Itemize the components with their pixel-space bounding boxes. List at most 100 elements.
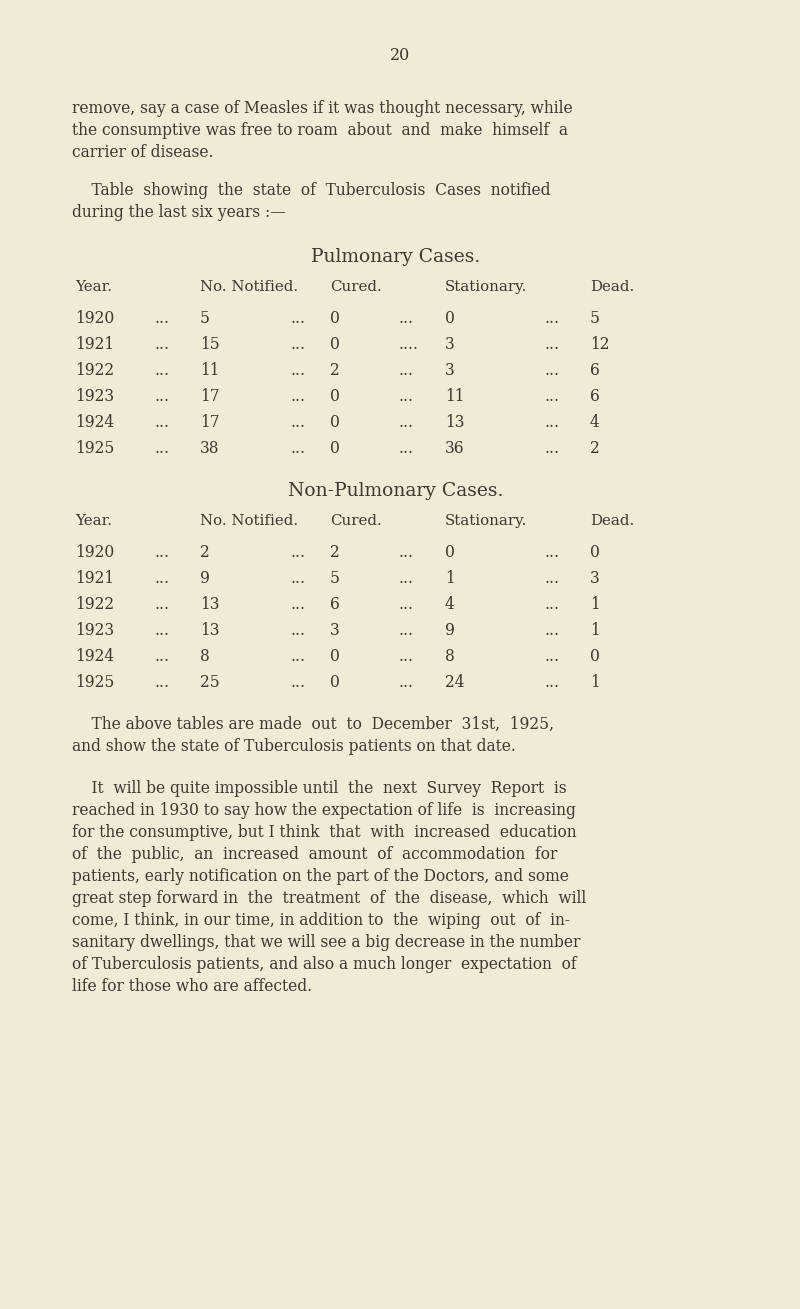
Text: ...: ... [290, 387, 305, 404]
Text: 20: 20 [390, 47, 410, 64]
Text: ...: ... [398, 363, 413, 380]
Text: 9: 9 [200, 569, 210, 586]
Text: 2: 2 [330, 545, 340, 562]
Text: 5: 5 [330, 569, 340, 586]
Text: of Tuberculosis patients, and also a much longer  expectation  of: of Tuberculosis patients, and also a muc… [72, 956, 577, 973]
Text: 1: 1 [590, 674, 600, 691]
Text: 0: 0 [330, 440, 340, 457]
Text: ...: ... [155, 569, 170, 586]
Text: for the consumptive, but I think  that  with  increased  education: for the consumptive, but I think that wi… [72, 823, 577, 840]
Text: 8: 8 [200, 648, 210, 665]
Text: 0: 0 [445, 545, 455, 562]
Text: patients, early notification on the part of the Doctors, and some: patients, early notification on the part… [72, 868, 569, 885]
Text: 6: 6 [590, 387, 600, 404]
Text: ...: ... [398, 569, 413, 586]
Text: ...: ... [398, 387, 413, 404]
Text: ...: ... [545, 336, 560, 353]
Text: 8: 8 [445, 648, 454, 665]
Text: ...: ... [155, 674, 170, 691]
Text: 0: 0 [590, 545, 600, 562]
Text: 1920: 1920 [75, 310, 114, 327]
Text: Non-Pulmonary Cases.: Non-Pulmonary Cases. [288, 482, 504, 500]
Text: ...: ... [155, 596, 170, 613]
Text: remove, say a case of Measles if it was thought necessary, while: remove, say a case of Measles if it was … [72, 99, 573, 117]
Text: ...: ... [545, 648, 560, 665]
Text: ...: ... [398, 414, 413, 431]
Text: Table  showing  the  state  of  Tuberculosis  Cases  notified: Table showing the state of Tuberculosis … [72, 182, 550, 199]
Text: ...: ... [290, 545, 305, 562]
Text: ...: ... [290, 310, 305, 327]
Text: 15: 15 [200, 336, 220, 353]
Text: ...: ... [290, 336, 305, 353]
Text: 4: 4 [445, 596, 454, 613]
Text: ...: ... [545, 414, 560, 431]
Text: ...: ... [155, 310, 170, 327]
Text: Cured.: Cured. [330, 514, 382, 528]
Text: Pulmonary Cases.: Pulmonary Cases. [311, 247, 481, 266]
Text: No. Notified.: No. Notified. [200, 514, 298, 528]
Text: 9: 9 [445, 622, 455, 639]
Text: Dead.: Dead. [590, 280, 634, 295]
Text: No. Notified.: No. Notified. [200, 280, 298, 295]
Text: It  will be quite impossible until  the  next  Survey  Report  is: It will be quite impossible until the ne… [72, 780, 566, 797]
Text: 3: 3 [445, 363, 454, 380]
Text: ...: ... [545, 387, 560, 404]
Text: Year.: Year. [75, 280, 112, 295]
Text: 13: 13 [200, 596, 219, 613]
Text: Stationary.: Stationary. [445, 280, 527, 295]
Text: ...: ... [290, 363, 305, 380]
Text: come, I think, in our time, in addition to  the  wiping  out  of  in-: come, I think, in our time, in addition … [72, 912, 570, 929]
Text: ...: ... [290, 569, 305, 586]
Text: 1924: 1924 [75, 414, 114, 431]
Text: 1923: 1923 [75, 387, 114, 404]
Text: 1: 1 [590, 596, 600, 613]
Text: 11: 11 [445, 387, 465, 404]
Text: ...: ... [155, 414, 170, 431]
Text: 2: 2 [590, 440, 600, 457]
Text: during the last six years :—: during the last six years :— [72, 204, 286, 221]
Text: ...: ... [398, 596, 413, 613]
Text: 1925: 1925 [75, 440, 114, 457]
Text: life for those who are affected.: life for those who are affected. [72, 978, 312, 995]
Text: carrier of disease.: carrier of disease. [72, 144, 214, 161]
Text: 13: 13 [445, 414, 465, 431]
Text: 24: 24 [445, 674, 465, 691]
Text: 25: 25 [200, 674, 220, 691]
Text: 0: 0 [330, 648, 340, 665]
Text: 6: 6 [590, 363, 600, 380]
Text: ...: ... [545, 674, 560, 691]
Text: ...: ... [155, 363, 170, 380]
Text: 1: 1 [445, 569, 454, 586]
Text: ...: ... [290, 440, 305, 457]
Text: ...: ... [545, 363, 560, 380]
Text: 5: 5 [590, 310, 600, 327]
Text: 36: 36 [445, 440, 465, 457]
Text: 1925: 1925 [75, 674, 114, 691]
Text: ...: ... [155, 387, 170, 404]
Text: ...: ... [290, 648, 305, 665]
Text: Stationary.: Stationary. [445, 514, 527, 528]
Text: ...: ... [398, 622, 413, 639]
Text: 1922: 1922 [75, 596, 114, 613]
Text: ...: ... [545, 545, 560, 562]
Text: ...: ... [155, 545, 170, 562]
Text: ....: .... [398, 336, 418, 353]
Text: ...: ... [290, 414, 305, 431]
Text: 3: 3 [330, 622, 340, 639]
Text: Dead.: Dead. [590, 514, 634, 528]
Text: 0: 0 [330, 336, 340, 353]
Text: 11: 11 [200, 363, 219, 380]
Text: 2: 2 [200, 545, 210, 562]
Text: ...: ... [545, 440, 560, 457]
Text: 2: 2 [330, 363, 340, 380]
Text: ...: ... [155, 622, 170, 639]
Text: ...: ... [545, 310, 560, 327]
Text: Year.: Year. [75, 514, 112, 528]
Text: 17: 17 [200, 414, 219, 431]
Text: 1921: 1921 [75, 336, 114, 353]
Text: 0: 0 [445, 310, 455, 327]
Text: ...: ... [155, 336, 170, 353]
Text: ...: ... [290, 596, 305, 613]
Text: ...: ... [398, 310, 413, 327]
Text: ...: ... [545, 596, 560, 613]
